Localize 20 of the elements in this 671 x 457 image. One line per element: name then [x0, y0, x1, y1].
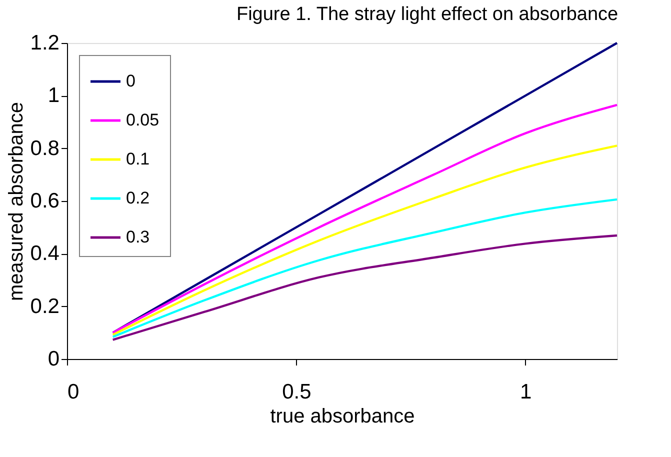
legend-label: 0.2	[126, 188, 150, 208]
chart-title: Figure 1. The stray light effect on absorbance	[236, 4, 618, 25]
legend-label: 0.1	[126, 150, 150, 168]
x-axis-title: true absorbance	[270, 406, 415, 428]
line-series	[112, 104, 618, 334]
x-tick-label: 0	[68, 380, 80, 404]
legend-label: 0.3	[126, 228, 150, 246]
y-tick-label: 0.4	[30, 242, 60, 266]
legend-label: 0.05	[126, 110, 160, 130]
line-series	[112, 144, 618, 336]
y-tick-label: 0	[48, 348, 60, 370]
y-tick-label: 0.6	[30, 190, 60, 212]
x-tick-label: 1	[520, 380, 532, 404]
y-tick-label: 0.2	[30, 294, 60, 318]
x-tick-label: 0.5	[282, 380, 312, 404]
y-tick-label: 1	[48, 84, 60, 108]
y-tick-label: 0.8	[30, 136, 60, 160]
legend-label: 0	[126, 72, 136, 90]
y-axis-title: measured absorbance	[5, 102, 28, 302]
y-tick-label: 1.2	[30, 32, 60, 54]
